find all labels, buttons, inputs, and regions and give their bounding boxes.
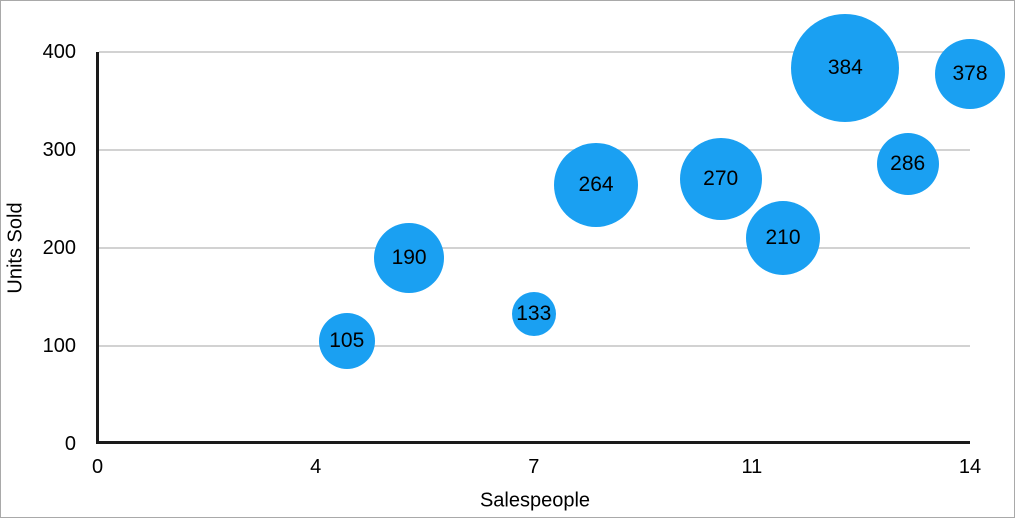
bubble-value-label: 190 (391, 245, 427, 269)
bubble[interactable]: 105 (318, 313, 375, 370)
gridline (99, 149, 970, 151)
x-tick-label: 7 (528, 456, 540, 478)
bubble-value-label: 270 (703, 167, 739, 191)
gridline (99, 345, 970, 347)
y-tick-label: 400 (42, 41, 76, 63)
bubble-value-label: 210 (765, 226, 801, 250)
x-tick-label: 14 (958, 456, 982, 478)
bubble-value-label: 286 (890, 151, 926, 175)
x-axis-title: Salespeople (479, 489, 591, 512)
y-tick-label: 300 (42, 139, 76, 161)
bubble-value-label: 105 (329, 329, 365, 353)
bubble[interactable]: 384 (791, 13, 900, 122)
bubble[interactable]: 378 (935, 38, 1005, 109)
x-tick-label: 4 (310, 456, 322, 478)
y-tick-label: 200 (42, 237, 76, 259)
bubble-value-label: 133 (516, 301, 552, 325)
y-tick-label: 100 (42, 335, 76, 357)
y-tick-label: 0 (64, 433, 76, 455)
bubble[interactable]: 190 (374, 222, 445, 293)
bubble[interactable]: 264 (554, 143, 639, 228)
gridline (99, 247, 970, 249)
bubble-value-label: 264 (578, 173, 614, 197)
bubble-value-label: 384 (827, 55, 863, 79)
x-tick-label: 11 (741, 456, 763, 478)
x-axis-line (96, 441, 970, 444)
x-tick-label: 0 (91, 456, 104, 478)
bubble[interactable]: 210 (746, 201, 821, 276)
y-axis-line (96, 52, 99, 444)
gridline (99, 51, 970, 53)
bubble[interactable]: 133 (511, 291, 556, 336)
bubble[interactable]: 270 (679, 138, 762, 221)
bubble[interactable]: 286 (876, 132, 939, 195)
bubble-value-label: 378 (952, 61, 988, 85)
